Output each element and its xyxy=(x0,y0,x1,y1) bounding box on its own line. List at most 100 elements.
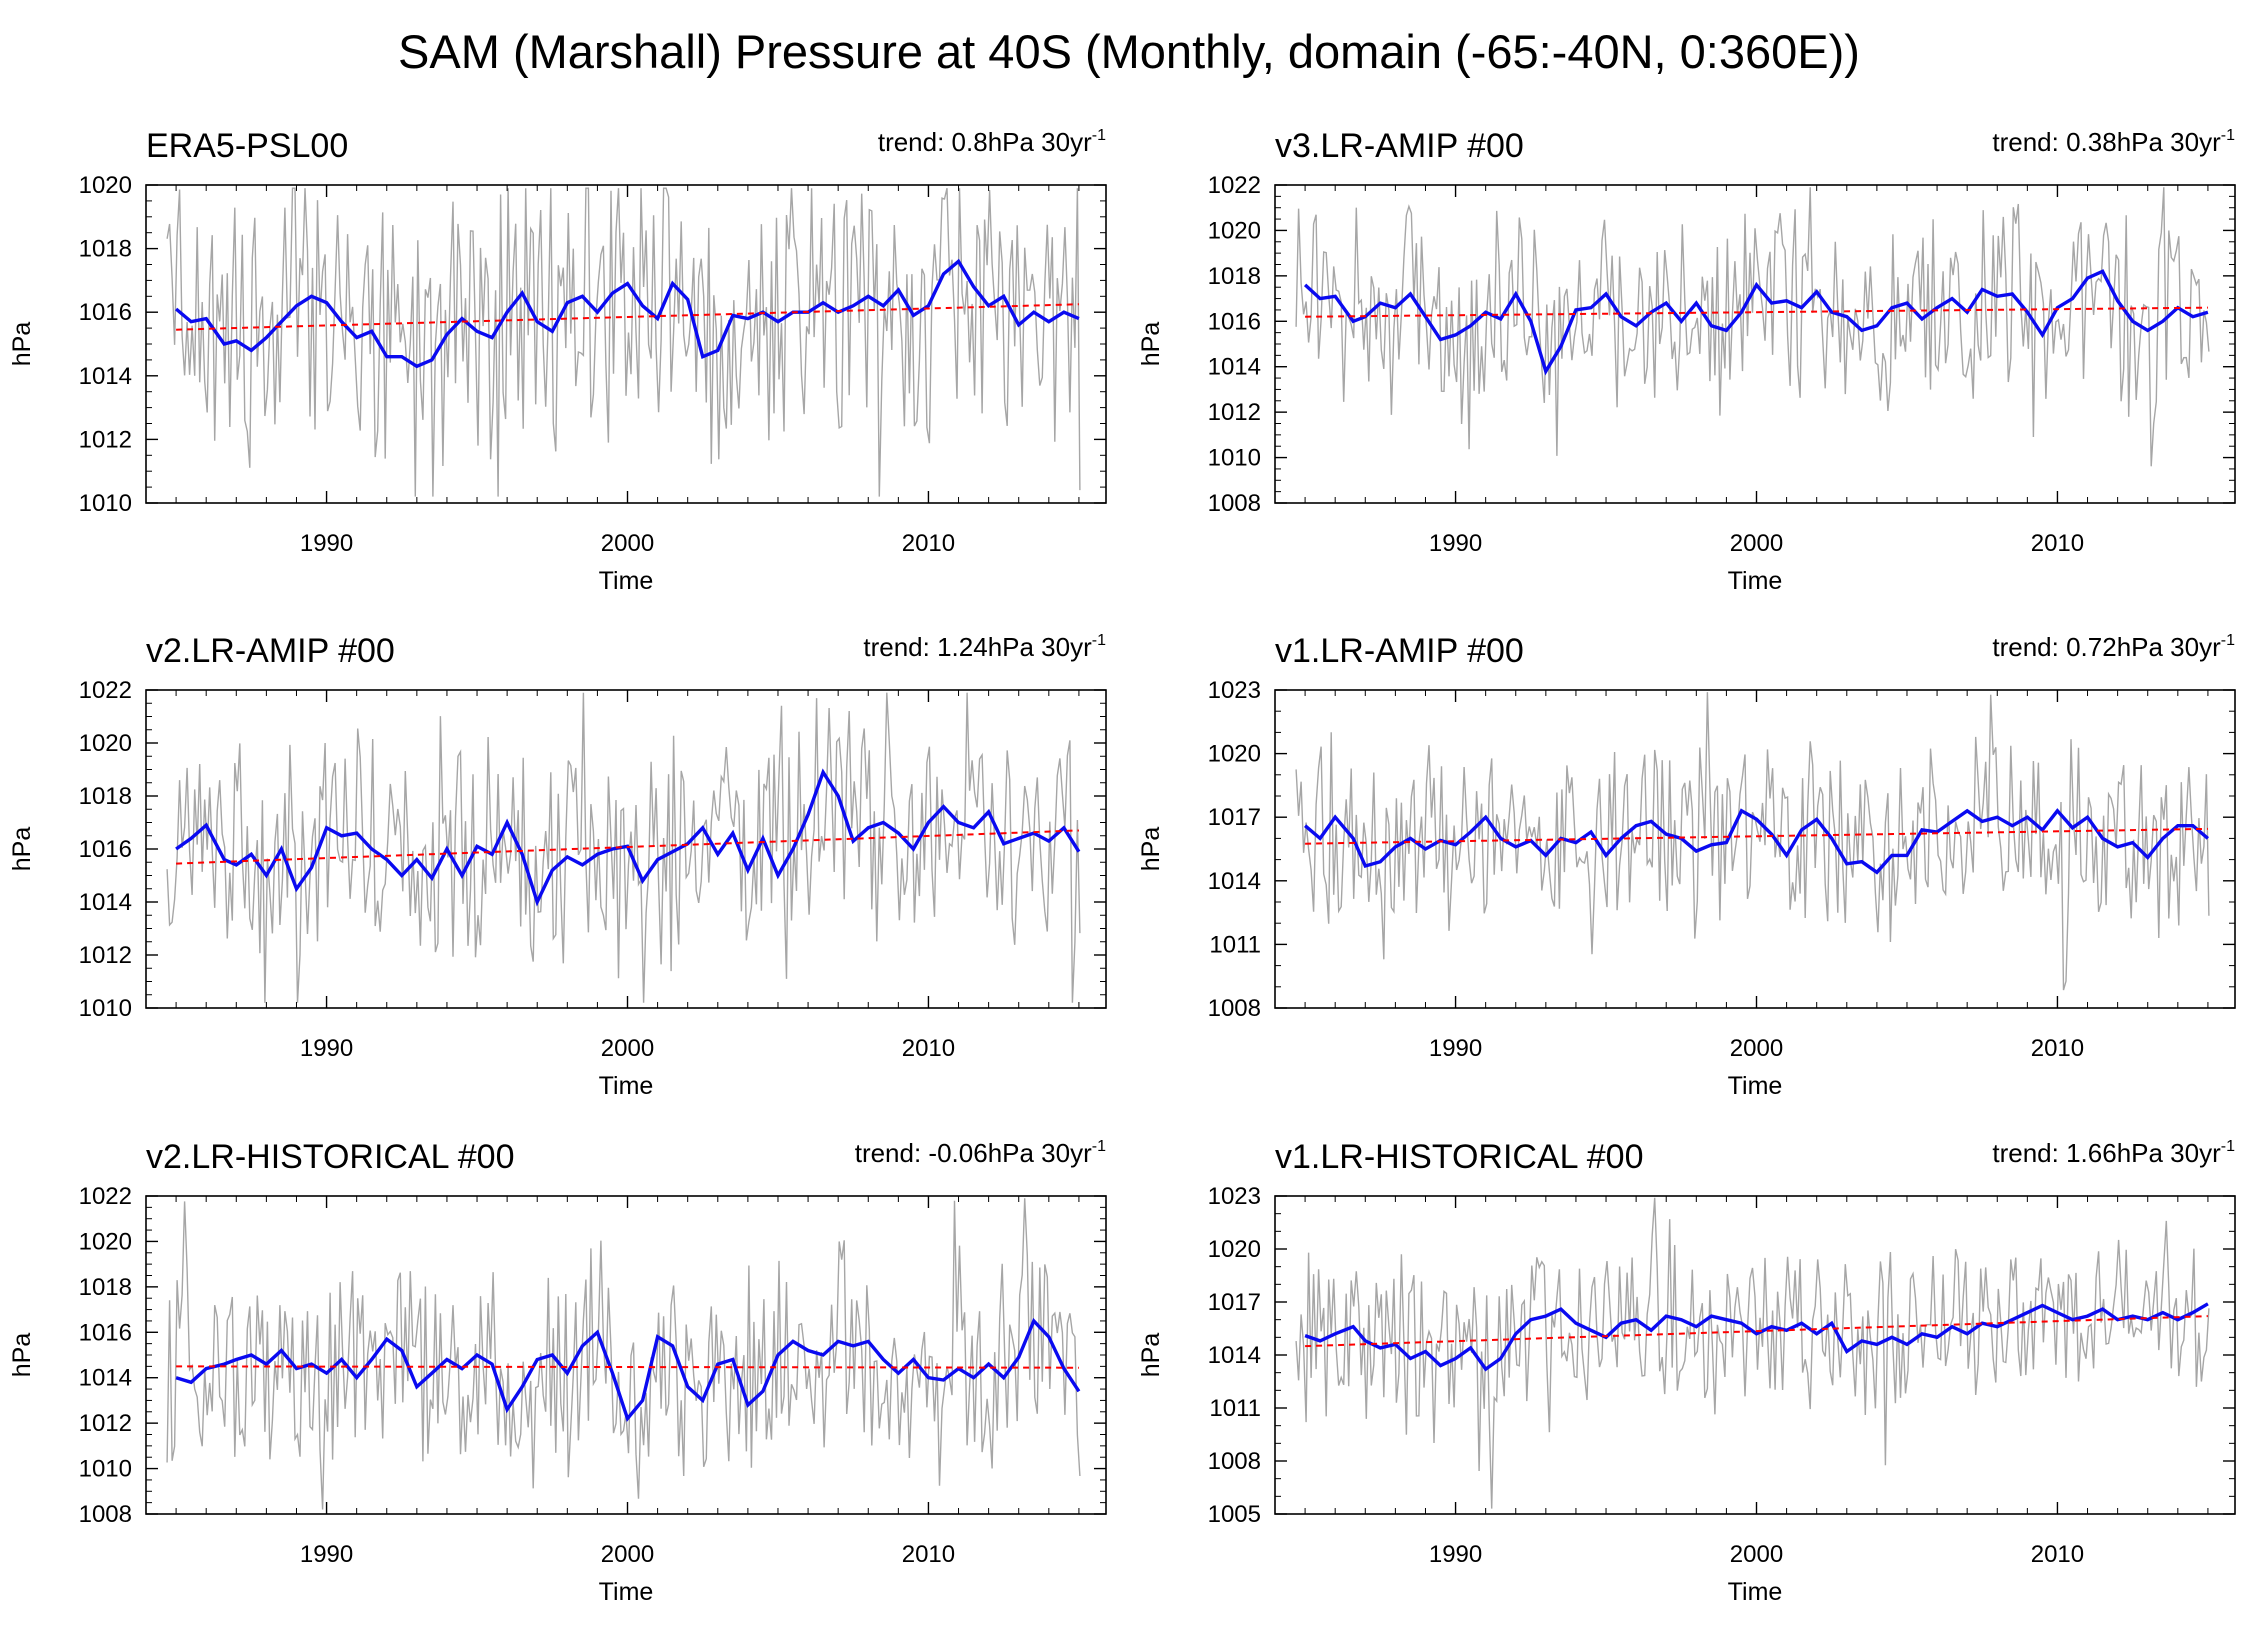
y-tick-label: 1010 xyxy=(1208,445,1261,472)
smoothed-series-line xyxy=(175,258,1080,369)
y-axis-label: hPa xyxy=(1137,1333,1165,1378)
trend-line xyxy=(1305,1315,2208,1348)
x-axis-label: Time xyxy=(1728,1578,1783,1606)
trend-text: trend: 0.38hPa 30yr xyxy=(1992,127,2221,157)
y-tick-label: 1010 xyxy=(79,1456,132,1483)
x-tick-label: 2000 xyxy=(1730,1541,1783,1568)
trend-line xyxy=(176,829,1079,865)
smoothed-series-line xyxy=(1304,808,2209,875)
panel-title: ERA5-PSL00 xyxy=(146,127,348,165)
y-tick-label: 1017 xyxy=(1208,804,1261,831)
trend-line xyxy=(176,1365,1079,1369)
trend-text: trend: 1.24hPa 30yr xyxy=(863,632,1092,662)
y-tick-label: 1011 xyxy=(1209,931,1261,958)
x-tick-label: 1990 xyxy=(300,530,353,557)
x-tick-label: 2010 xyxy=(902,1035,955,1062)
chart-panel-6: v1.LR-HISTORICAL #00 trend: 1.66hPa 30yr-… xyxy=(1137,1138,2236,1606)
chart-panel-5: v2.LR-HISTORICAL #00 trend: -0.06hPa 30yr… xyxy=(8,1138,1107,1606)
x-tick-label: 2000 xyxy=(1730,1035,1783,1062)
y-tick-label: 1010 xyxy=(79,995,132,1022)
x-tick-label: 1990 xyxy=(1429,530,1482,557)
y-tick-label: 1008 xyxy=(1208,995,1261,1022)
x-tick-label: 2010 xyxy=(2031,530,2084,557)
y-tick-label: 1008 xyxy=(1208,1448,1261,1475)
smoothed-series-line xyxy=(1304,1302,2209,1372)
trend-label: trend: 0.72hPa 30yr-1 xyxy=(1992,632,2235,662)
y-axis-label: hPa xyxy=(1137,827,1165,872)
trend-text: trend: 0.72hPa 30yr xyxy=(1992,632,2221,662)
y-tick-label: 1023 xyxy=(1208,1183,1261,1210)
y-axis-label: hPa xyxy=(8,1333,36,1378)
y-tick-label: 1020 xyxy=(79,730,132,757)
y-tick-label: 1012 xyxy=(79,942,132,969)
trend-label: trend: 1.66hPa 30yr-1 xyxy=(1992,1138,2235,1168)
x-tick-label: 2000 xyxy=(601,1035,654,1062)
x-tick-label: 2010 xyxy=(902,530,955,557)
panel-title: v1.LR-HISTORICAL #00 xyxy=(1275,1138,1643,1176)
panel-title: v3.LR-AMIP #00 xyxy=(1275,127,1524,165)
x-axis-label: Time xyxy=(599,1578,654,1606)
y-tick-label: 1022 xyxy=(1208,172,1261,199)
trend-line xyxy=(1305,306,2208,318)
y-tick-label: 1016 xyxy=(1208,308,1261,335)
y-tick-label: 1020 xyxy=(1208,1236,1261,1263)
y-tick-label: 1012 xyxy=(79,426,132,453)
y-tick-label: 1008 xyxy=(1208,490,1261,517)
y-tick-label: 1014 xyxy=(79,1365,132,1392)
trend-superscript: -1 xyxy=(1092,127,1106,144)
trend-label: trend: -0.06hPa 30yr-1 xyxy=(855,1138,1106,1168)
y-tick-label: 1022 xyxy=(79,677,132,704)
y-tick-label: 1005 xyxy=(1208,1501,1261,1528)
chart-panel-4: v1.LR-AMIP #00 trend: 0.72hPa 30yr-1 1008 1… xyxy=(1137,632,2236,1100)
trend-superscript: -1 xyxy=(1092,632,1106,649)
y-tick-label: 1008 xyxy=(79,1501,132,1528)
trend-text: trend: -0.06hPa 30yr xyxy=(855,1138,1092,1168)
x-axis-label: Time xyxy=(599,567,654,595)
y-tick-label: 1018 xyxy=(1208,263,1261,290)
y-tick-label: 1014 xyxy=(1208,1342,1261,1369)
y-tick-label: 1020 xyxy=(79,172,132,199)
x-axis-label: Time xyxy=(1728,1072,1783,1100)
monthly-series-line xyxy=(166,1198,1081,1510)
smoothed-series-line xyxy=(175,1317,1081,1423)
panel-title: v2.LR-AMIP #00 xyxy=(146,632,395,670)
y-tick-label: 1020 xyxy=(1208,217,1261,244)
plot-frame xyxy=(145,184,1107,504)
y-axis-label: hPa xyxy=(8,322,36,367)
monthly-series-line xyxy=(1295,187,2210,467)
trend-text: trend: 0.8hPa 30yr xyxy=(878,127,1092,157)
chart-panel-3: v2.LR-AMIP #00 trend: 1.24hPa 30yr-1 1010 1… xyxy=(8,632,1107,1100)
monthly-series-line xyxy=(1295,692,2210,991)
trend-text: trend: 1.66hPa 30yr xyxy=(1992,1138,2221,1168)
figure-title: SAM (Marshall) Pressure at 40S (Monthly,… xyxy=(398,25,1860,78)
y-tick-label: 1020 xyxy=(79,1228,132,1255)
x-axis-label: Time xyxy=(599,1072,654,1100)
trend-label: trend: 1.24hPa 30yr-1 xyxy=(863,632,1106,662)
x-tick-label: 2010 xyxy=(902,1541,955,1568)
x-tick-label: 1990 xyxy=(1429,1541,1482,1568)
trend-superscript: -1 xyxy=(2221,127,2235,144)
x-tick-label: 2000 xyxy=(601,530,654,557)
chart-panel-1: ERA5-PSL00 trend: 0.8hPa 30yr-1 1010 1012 10… xyxy=(8,127,1107,595)
trend-line xyxy=(1305,827,2208,845)
trend-label: trend: 0.8hPa 30yr-1 xyxy=(878,127,1106,157)
x-tick-label: 2000 xyxy=(1730,530,1783,557)
y-axis-label: hPa xyxy=(8,827,36,872)
panel-title: v2.LR-HISTORICAL #00 xyxy=(146,1138,514,1176)
panel-title: v1.LR-AMIP #00 xyxy=(1275,632,1524,670)
y-tick-label: 1020 xyxy=(1208,741,1261,768)
y-tick-label: 1010 xyxy=(79,490,132,517)
chart-panel-2: v3.LR-AMIP #00 trend: 0.38hPa 30yr-1 1008 1… xyxy=(1137,127,2236,595)
plot-frame xyxy=(145,689,1107,1009)
smoothed-series-line xyxy=(1303,269,2209,376)
trend-superscript: -1 xyxy=(2221,632,2235,649)
trend-superscript: -1 xyxy=(1092,1138,1106,1155)
trend-superscript: -1 xyxy=(2221,1138,2235,1155)
x-tick-label: 1990 xyxy=(300,1035,353,1062)
x-tick-label: 2010 xyxy=(2031,1035,2084,1062)
x-tick-label: 1990 xyxy=(1429,1035,1482,1062)
y-tick-label: 1012 xyxy=(79,1410,132,1437)
plot-frame xyxy=(145,1195,1107,1515)
y-tick-label: 1016 xyxy=(79,836,132,863)
